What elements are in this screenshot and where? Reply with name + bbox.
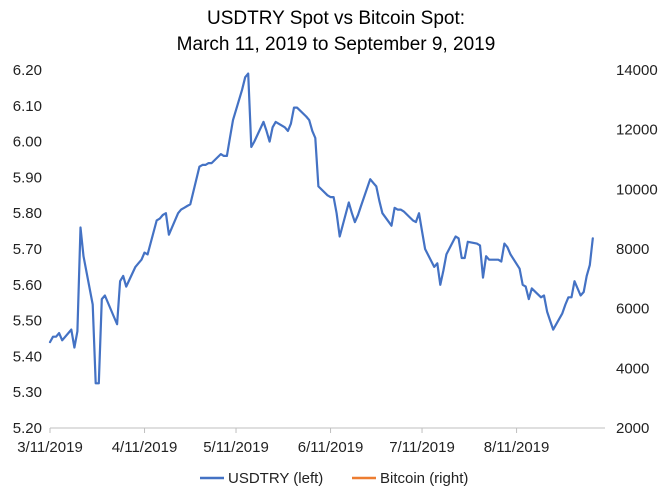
legend-label-0: USDTRY (left) — [228, 470, 323, 487]
right-y-tick-label: 2000 — [616, 420, 649, 437]
left-y-tick-label: 5.20 — [13, 420, 42, 437]
left-y-tick-label: 5.60 — [13, 277, 42, 294]
right-y-tick-label: 12000 — [616, 122, 658, 139]
left-y-tick-label: 5.50 — [13, 313, 42, 330]
series-line-usdtry — [48, 72, 594, 385]
right-y-tick-label: 10000 — [616, 181, 658, 198]
legend-label-1: Bitcoin (right) — [380, 470, 468, 487]
x-tick-label: 3/11/2019 — [17, 439, 83, 456]
x-tick-label: 5/11/2019 — [203, 439, 269, 456]
axes-group: 3/11/2019 4/11/2019 5/11/2019 6/11/2019 7/11… — [13, 62, 658, 456]
left-y-tick-label: 5.70 — [13, 241, 42, 258]
x-tick-label: 8/11/2019 — [484, 439, 550, 456]
left-y-tick-label: 5.40 — [13, 348, 42, 365]
series-layer — [48, 72, 594, 385]
x-tick-label: 7/11/2019 — [389, 439, 455, 456]
left-y-tick-label: 5.80 — [13, 205, 42, 222]
x-tick-label: 6/11/2019 — [298, 439, 364, 456]
right-y-tick-label: 8000 — [616, 241, 649, 258]
left-y-tick-label: 5.90 — [13, 169, 42, 186]
chart-title-line1: USDTRY Spot vs Bitcoin Spot: — [207, 8, 465, 29]
left-y-tick-label: 6.20 — [13, 62, 42, 79]
chart-title-line2: March 11, 2019 to September 9, 2019 — [177, 34, 496, 55]
left-y-tick-label: 6.00 — [13, 134, 42, 151]
right-y-tick-label: 14000 — [616, 62, 658, 79]
left-y-tick-label: 6.10 — [13, 98, 42, 115]
right-y-tick-label: 4000 — [616, 360, 649, 377]
right-y-tick-label: 6000 — [616, 301, 649, 318]
x-tick-label: 4/11/2019 — [112, 439, 178, 456]
left-y-tick-label: 5.30 — [13, 384, 42, 401]
legend: USDTRY (left) Bitcoin (right) — [200, 470, 468, 487]
